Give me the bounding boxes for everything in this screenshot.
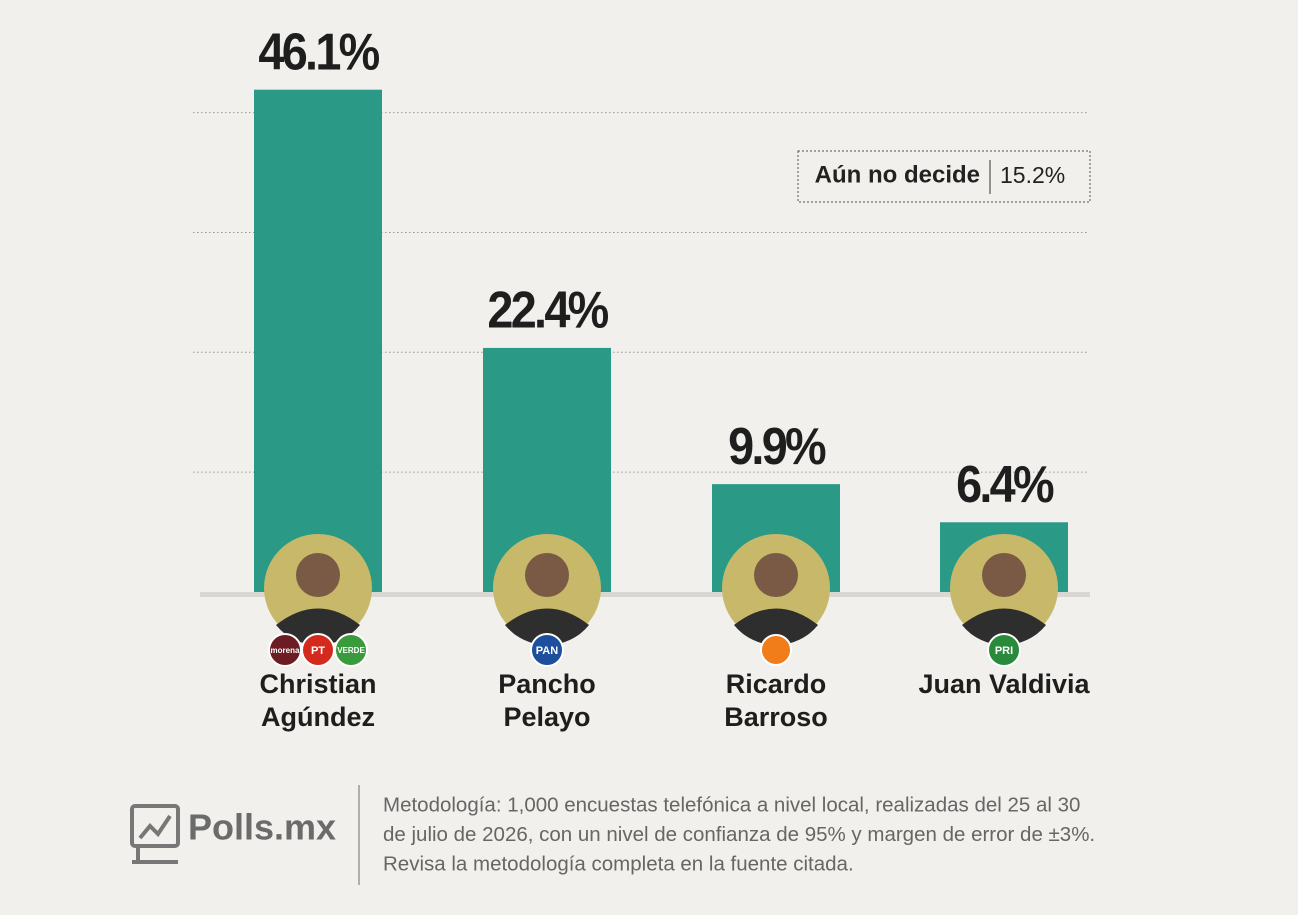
photo-body [734, 608, 818, 646]
value-label: 9.9% [728, 418, 826, 476]
logo-icon [130, 804, 180, 864]
brand: Polls.mx [188, 807, 336, 848]
photo-body [505, 608, 589, 646]
party-logo-text: PAN [536, 645, 558, 657]
candidate-name: Pancho Pelayo [498, 669, 596, 732]
annotation-label: Aún no decide [815, 161, 980, 188]
photo-head [296, 553, 340, 597]
value-label: 22.4% [487, 281, 608, 339]
candidate-name: Christian Agúndez [259, 669, 377, 732]
party-logo-text: morena [271, 646, 300, 655]
candidate-name: Ricardo Barroso [724, 669, 828, 732]
party-logo [334, 633, 368, 667]
methodology-line: Revisa la metodología completa en la fue… [383, 852, 854, 875]
bar [254, 89, 382, 592]
photo-body [962, 608, 1046, 646]
annotation-box [797, 150, 1091, 203]
photo-head [982, 553, 1026, 597]
candidate-photo [722, 534, 830, 646]
value-label: 6.4% [956, 456, 1054, 514]
party-logo-text: PRI [995, 645, 1013, 657]
photo-head [525, 553, 569, 597]
candidate-photo [950, 534, 1058, 646]
candidate-photo [264, 534, 372, 646]
party-logo-text: VERDE [337, 646, 365, 655]
baseline-shadow [200, 592, 1090, 597]
photo-head [754, 553, 798, 597]
party-logo [760, 634, 792, 666]
party-logo-text: PT [311, 645, 325, 657]
value-label: 46.1% [258, 23, 379, 81]
party-logo [987, 633, 1021, 667]
methodology-line: Metodología: 1,000 encuestas telefónica … [383, 793, 1080, 816]
annotation-value: 15.2% [1000, 162, 1065, 188]
methodology-line: de julio de 2026, con un nivel de confia… [383, 823, 1095, 846]
party-logo [530, 633, 564, 667]
candidate-photo [493, 534, 601, 646]
photo-body [276, 608, 360, 646]
candidate-name: Juan Valdivia [918, 669, 1090, 699]
